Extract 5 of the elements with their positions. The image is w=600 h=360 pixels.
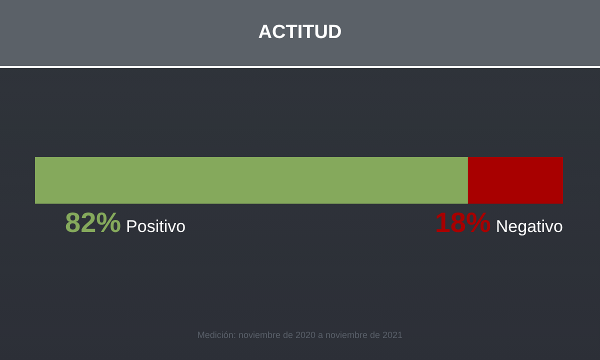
data-label: 18%: [434, 206, 491, 238]
chart-title: ACTITUD: [258, 22, 342, 44]
data-label: 82%: [65, 206, 122, 238]
series-label: Negativo: [496, 216, 563, 236]
series-label: Positivo: [126, 216, 186, 236]
